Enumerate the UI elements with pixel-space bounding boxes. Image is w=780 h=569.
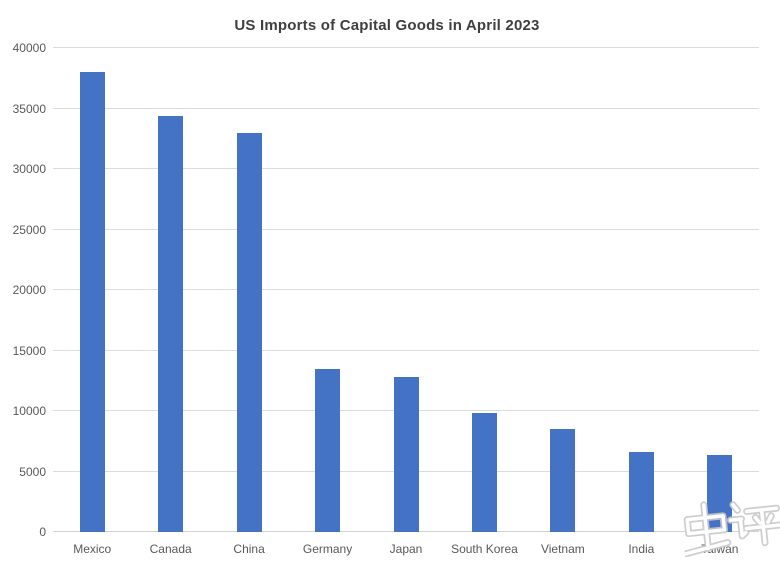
x-axis-tick-label: Vietnam [540, 542, 585, 556]
gridline [53, 107, 759, 109]
x-axis-tick-label: South Korea [451, 542, 518, 556]
y-axis-tick-label: 30000 [12, 162, 46, 176]
x-axis: Mexico Canada China Germany Japan South Korea… [53, 540, 759, 558]
y-axis-tick-label: 25000 [12, 222, 46, 237]
gridline [53, 349, 759, 351]
x-axis-tick-label: China [233, 542, 265, 556]
x-axis-tick-label: Germany [302, 542, 353, 556]
y-axis-tick-label: 5000 [19, 464, 46, 479]
y-axis-tick-label: 35000 [12, 101, 46, 116]
gridline [53, 47, 759, 48]
bar-vietnam [550, 428, 576, 532]
bar-canada [158, 115, 184, 532]
plot-area [53, 47, 759, 532]
y-axis-tick-label: 20000 [12, 283, 46, 297]
bar-germany [315, 369, 341, 532]
x-axis-tick-label: Canada [149, 542, 192, 556]
bar-japan [393, 376, 419, 532]
bar-india [628, 451, 654, 532]
x-axis-tick-label: Japan [389, 542, 423, 556]
y-axis-tick-label: 40000 [12, 41, 46, 55]
x-axis-tick-label: Taiwan [701, 542, 739, 556]
y-axis-tick-label: 10000 [12, 404, 46, 418]
gridline [53, 228, 759, 230]
bar-south-korea [471, 412, 497, 532]
x-axis-tick-label: Mexico [73, 542, 112, 556]
gridline [53, 168, 759, 169]
bar-china [236, 132, 262, 532]
y-axis: 0 5000 10000 15000 20000 25000 30000 35000 40000 [0, 42, 46, 538]
bar-mexico [79, 72, 105, 532]
bar-taiwan [707, 454, 733, 532]
chart-title: US Imports of Capital Goods in April 202… [234, 17, 540, 34]
gridline [53, 289, 759, 290]
x-axis-tick-label: India [628, 542, 655, 556]
y-axis-tick-label: 15000 [12, 343, 46, 358]
y-axis-tick-label: 0 [39, 525, 46, 539]
